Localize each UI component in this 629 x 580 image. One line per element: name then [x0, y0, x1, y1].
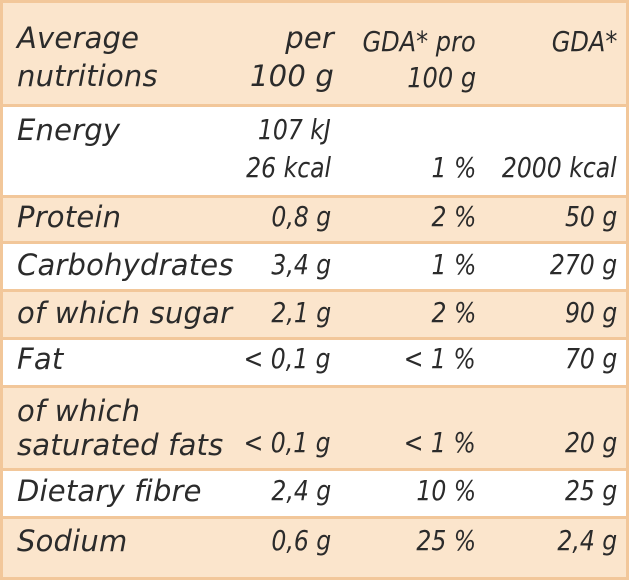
separator — [3, 337, 626, 340]
separator — [3, 241, 626, 244]
table-row-fat: Fat < 0,1 g < 1 % 70 g — [3, 340, 626, 385]
table-row-energy: Energy 107 kJ 26 kcal 1 % 2000 kcal — [3, 107, 626, 195]
header-row: Average nutritions per 100 g GDA* pro 10… — [3, 3, 626, 104]
separator — [3, 468, 626, 471]
separator — [3, 104, 626, 107]
table-row-sugar: of which sugar 2,1 g 2 % 90 g — [3, 292, 626, 337]
cell-per100: 107 kJ — [258, 113, 331, 146]
cell-gda-pct: 2 % — [431, 200, 476, 233]
row-label: Protein — [17, 200, 122, 234]
table-row-protein: Protein 0,8 g 2 % 50 g — [3, 198, 626, 241]
row-label: of which sugar — [17, 296, 233, 330]
row-label: of which — [17, 394, 141, 428]
cell-per100: 3,4 g — [271, 248, 331, 281]
header-col-nutrition-line2: nutritions — [17, 59, 158, 93]
table-row-carbohydrates: Carbohydrates 3,4 g 1 % 270 g — [3, 244, 626, 289]
row-label: Sodium — [17, 524, 128, 558]
row-label: Carbohydrates — [17, 248, 234, 282]
header-col-gda-pro: GDA* pro — [362, 25, 476, 58]
cell-gda: 25 g — [564, 474, 617, 507]
separator — [3, 516, 626, 519]
cell-gda: 90 g — [564, 296, 617, 329]
header-col-per: per — [285, 21, 334, 55]
separator — [3, 195, 626, 198]
cell-per100-line2: 26 kcal — [246, 151, 331, 184]
cell-gda: 270 g — [549, 248, 617, 281]
cell-gda: 2000 kcal — [502, 151, 617, 184]
cell-gda-pct: 1 % — [431, 248, 476, 281]
cell-per100: < 0,1 g — [243, 426, 331, 459]
cell-per100: 0,8 g — [271, 200, 331, 233]
separator — [3, 289, 626, 292]
cell-gda: 20 g — [564, 426, 617, 459]
header-col-gda: GDA* — [551, 25, 617, 58]
cell-gda: 50 g — [564, 200, 617, 233]
cell-per100: 2,4 g — [271, 474, 331, 507]
header-col-per-line2: 100 g — [250, 59, 334, 93]
header-col-gda-pro-line2: 100 g — [407, 61, 476, 94]
separator — [3, 385, 626, 388]
cell-gda: 70 g — [564, 342, 617, 375]
table-row-saturated-fats: of which saturated fats < 0,1 g < 1 % 20… — [3, 388, 626, 468]
row-label: Energy — [17, 113, 121, 147]
cell-gda: 2,4 g — [557, 524, 617, 557]
table-row-sodium: Sodium 0,6 g 25 % 2,4 g — [3, 519, 626, 577]
cell-gda-pct: 25 % — [416, 524, 476, 557]
cell-per100: 0,6 g — [271, 524, 331, 557]
cell-gda-pct: < 1 % — [404, 426, 476, 459]
cell-per100: < 0,1 g — [243, 342, 331, 375]
cell-per100: 2,1 g — [271, 296, 331, 329]
cell-gda-pct: < 1 % — [404, 342, 476, 375]
header-col-nutrition: Average — [17, 21, 140, 55]
cell-gda-pct: 2 % — [431, 296, 476, 329]
table-row-dietary-fibre: Dietary fibre 2,4 g 10 % 25 g — [3, 471, 626, 516]
row-label-line2: saturated fats — [17, 428, 224, 462]
cell-gda-pct: 10 % — [416, 474, 476, 507]
row-label: Fat — [17, 342, 64, 376]
cell-gda-pct: 1 % — [431, 151, 476, 184]
row-label: Dietary fibre — [17, 474, 202, 508]
